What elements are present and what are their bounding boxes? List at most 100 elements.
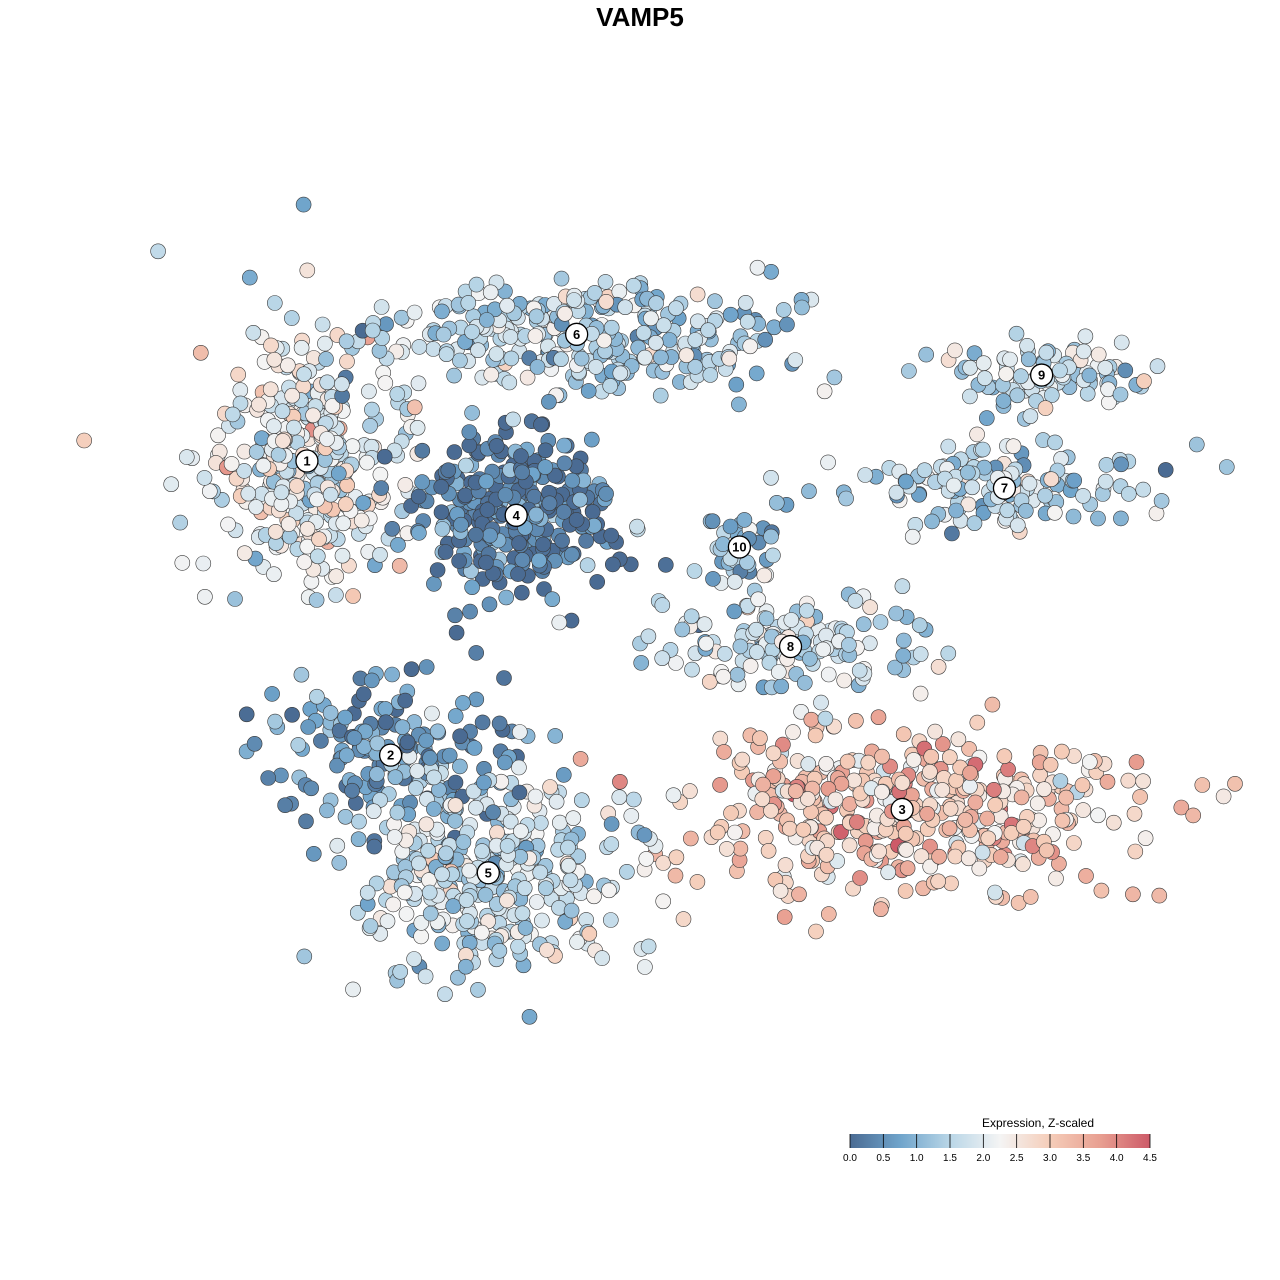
cell-point: [686, 563, 703, 579]
cell-point: [223, 456, 240, 472]
cell-point: [337, 808, 354, 825]
cell-point: [583, 431, 600, 448]
cell-point: [236, 545, 253, 562]
cell-point: [538, 880, 554, 897]
cell-point: [293, 666, 310, 683]
cell-point: [150, 243, 166, 260]
cell-point: [491, 715, 508, 732]
cell-point: [760, 842, 777, 859]
cell-point: [1020, 351, 1037, 368]
cell-point: [899, 860, 916, 877]
cell-point: [179, 449, 195, 465]
cell-point: [1090, 510, 1106, 527]
cell-point: [455, 695, 471, 711]
cell-point: [349, 904, 366, 921]
cell-point: [742, 338, 759, 355]
cell-point: [266, 566, 282, 583]
cell-point: [330, 465, 347, 482]
cell-point: [328, 587, 344, 603]
cell-point: [232, 382, 249, 398]
cell-point: [602, 912, 619, 928]
cell-point: [922, 763, 938, 780]
cell-point: [975, 504, 992, 521]
cell-point: [984, 696, 1001, 713]
cell-point: [329, 837, 346, 854]
cell-point: [1037, 400, 1054, 416]
cluster-labels: 1 2 3 4 5 6 7 8 9 10: [295, 322, 1054, 885]
cell-point: [944, 525, 960, 542]
cell-point: [384, 520, 401, 537]
cell-point: [895, 632, 912, 649]
cell-point: [1019, 337, 1035, 354]
cell-point: [499, 297, 516, 314]
cell-point: [1008, 325, 1025, 342]
cell-point: [950, 731, 967, 748]
cell-point: [763, 528, 779, 545]
cell-point: [598, 485, 614, 502]
cell-point: [986, 781, 1002, 798]
cell-point: [195, 555, 212, 572]
cell-point: [779, 316, 795, 333]
cell-point: [647, 334, 664, 351]
cell-point: [748, 621, 765, 638]
cell-point: [289, 478, 305, 494]
cell-point: [309, 548, 326, 565]
cell-point: [318, 351, 334, 367]
cell-point: [838, 490, 854, 507]
cell-point: [535, 536, 551, 553]
cell-point: [389, 386, 406, 402]
cell-point: [815, 641, 832, 658]
cell-point: [1090, 346, 1107, 363]
cluster-label-4: 4: [504, 503, 528, 527]
cell-point: [603, 836, 620, 852]
cluster-label-badge: [1030, 363, 1054, 387]
cell-point: [913, 848, 930, 865]
cell-point: [603, 816, 620, 832]
cell-point: [429, 723, 446, 740]
cell-point: [1132, 789, 1148, 805]
cell-point: [474, 714, 491, 731]
cell-point: [776, 909, 793, 925]
cell-point: [1227, 775, 1243, 792]
cell-point: [1038, 344, 1055, 361]
legend-ticks: 0.0 0.5 1.0 1.5 2.0 2.5 3.0 3.5 4.0 4.5: [843, 1134, 1157, 1164]
cell-point: [488, 346, 505, 362]
cell-point: [572, 751, 589, 767]
legend-tick-label: 4.5: [1143, 1153, 1157, 1164]
cell-point: [541, 393, 557, 410]
cell-point: [897, 883, 914, 899]
cell-point: [1047, 504, 1063, 521]
cell-point: [722, 518, 739, 535]
cell-point: [372, 466, 389, 483]
cell-point: [1077, 328, 1094, 345]
cell-point: [966, 515, 983, 532]
cluster-label-1: 1: [295, 449, 319, 473]
cell-point: [1099, 773, 1116, 790]
cell-point: [898, 841, 915, 858]
cell-point: [698, 635, 715, 652]
cell-point: [808, 923, 824, 940]
color-legend: Expression, Z-scaled 0.0 0.5 1.0 1.5 2.0 2.5 3…: [843, 1116, 1157, 1164]
cell-point: [992, 849, 1009, 865]
cell-point: [655, 855, 672, 871]
cell-point: [765, 768, 782, 785]
cell-point: [796, 675, 813, 691]
cell-point: [969, 426, 985, 443]
cell-point: [527, 328, 544, 344]
cell-point: [560, 857, 577, 874]
cell-point: [565, 810, 582, 827]
cell-point: [752, 730, 768, 747]
cell-point: [1157, 462, 1174, 478]
cell-point: [563, 546, 580, 563]
cell-point: [473, 924, 490, 941]
cell-point: [496, 754, 513, 771]
cell-point: [798, 602, 815, 619]
cell-point: [1037, 487, 1053, 504]
cell-point: [299, 520, 316, 537]
cell-point: [434, 303, 450, 320]
cell-point: [434, 935, 451, 952]
cell-point: [359, 884, 376, 901]
cell-point: [603, 319, 620, 336]
cell-point: [924, 513, 940, 530]
cell-point: [270, 446, 287, 463]
